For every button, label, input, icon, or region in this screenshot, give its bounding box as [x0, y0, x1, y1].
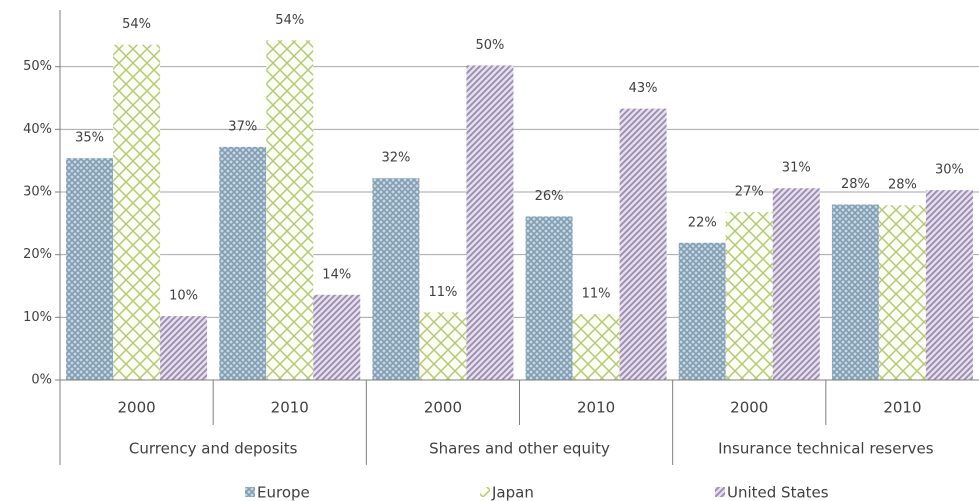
legend-label: Japan [491, 484, 534, 501]
bar [678, 242, 726, 380]
data-label: 22% [688, 215, 717, 230]
legend-swatch [715, 487, 725, 497]
data-label: 11% [582, 287, 611, 302]
bar [266, 40, 314, 380]
data-label: 43% [629, 81, 658, 96]
x-tick-label: 2000 [424, 399, 462, 417]
x-tick-label: 2010 [577, 399, 615, 417]
bar [113, 44, 161, 380]
bar [419, 312, 467, 380]
bar [925, 190, 973, 380]
group-label: Currency and deposits [129, 440, 298, 458]
y-tick-label: 30% [23, 185, 52, 200]
x-tick-label: 2010 [883, 399, 921, 417]
bar [160, 316, 208, 380]
y-tick-label: 10% [23, 310, 52, 325]
legend-swatch [480, 487, 490, 497]
bar [772, 188, 820, 380]
data-label: 32% [381, 151, 410, 166]
bar [372, 178, 420, 380]
y-tick-label: 50% [23, 59, 52, 74]
legend-label: Europe [257, 484, 310, 501]
bar [831, 204, 879, 380]
bar [619, 108, 667, 381]
bar [466, 65, 514, 380]
bar [313, 294, 361, 380]
x-tick-label: 2000 [730, 399, 768, 417]
bar [725, 212, 773, 380]
data-label: 10% [169, 289, 198, 304]
bar [66, 158, 114, 380]
data-label: 27% [735, 185, 764, 200]
data-label: 14% [322, 267, 351, 282]
data-label: 31% [782, 161, 811, 176]
data-label: 37% [228, 119, 257, 134]
data-label: 35% [75, 131, 104, 146]
group-label: Shares and other equity [429, 440, 610, 458]
data-label: 28% [841, 177, 870, 192]
data-label: 26% [535, 189, 564, 204]
y-tick-label: 0% [31, 373, 52, 388]
x-tick-label: 2010 [271, 399, 309, 417]
data-label: 11% [428, 285, 457, 300]
bar [525, 216, 573, 380]
data-label: 54% [122, 17, 151, 32]
data-label: 30% [935, 163, 964, 178]
group-label: Insurance technical reserves [718, 440, 934, 458]
data-label: 28% [888, 178, 917, 193]
bar [219, 146, 267, 380]
y-tick-label: 20% [23, 247, 52, 262]
bar [572, 314, 620, 380]
legend-label: United States [727, 484, 829, 501]
y-tick-label: 40% [23, 122, 52, 137]
data-label: 54% [275, 13, 304, 28]
x-tick-label: 2000 [117, 399, 155, 417]
bar [878, 205, 926, 380]
data-label: 50% [475, 38, 504, 53]
legend-swatch [245, 487, 255, 497]
